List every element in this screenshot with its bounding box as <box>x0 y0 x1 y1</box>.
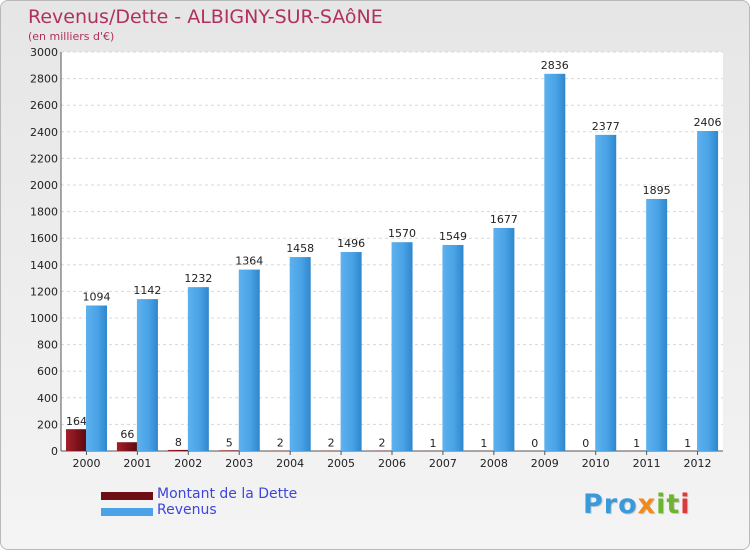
data-label-dette: 1 <box>684 437 691 450</box>
data-label-revenus: 1677 <box>490 213 518 226</box>
y-tick-label: 1600 <box>30 232 58 245</box>
x-tick-label: 2002 <box>174 457 202 470</box>
chart-subtitle: (en milliers d'€) <box>28 30 115 43</box>
bar-revenus <box>136 299 158 451</box>
bar-dette <box>167 449 189 451</box>
x-tick-label: 2004 <box>276 457 304 470</box>
bar-revenus <box>340 252 362 451</box>
data-label-revenus: 2377 <box>592 120 620 133</box>
y-tick-label: 2400 <box>30 126 58 139</box>
x-tick-label: 2010 <box>582 457 610 470</box>
bar-revenus <box>289 257 311 451</box>
legend-label-dette: Montant de la Dette <box>157 486 298 502</box>
y-tick-label: 1000 <box>30 312 58 325</box>
data-label-revenus: 1094 <box>83 290 111 303</box>
y-tick-label: 1800 <box>30 206 58 219</box>
bar-revenus <box>697 131 719 451</box>
y-tick-label: 2000 <box>30 179 58 192</box>
data-label-revenus: 1232 <box>184 272 212 285</box>
data-label-revenus: 1142 <box>133 284 161 297</box>
y-tick-label: 2600 <box>30 99 58 112</box>
bar-revenus <box>646 198 668 451</box>
bar-revenus <box>442 244 464 451</box>
bar-dette <box>116 442 138 451</box>
legend-label-revenus: Revenus <box>157 502 217 518</box>
data-label-revenus: 1364 <box>235 255 263 268</box>
x-tick-label: 2008 <box>480 457 508 470</box>
bar-dette <box>66 429 87 451</box>
data-label-dette: 0 <box>582 437 589 450</box>
data-label-dette: 1 <box>480 437 487 450</box>
legend-swatch-revenus <box>101 508 153 516</box>
y-tick-label: 800 <box>37 339 58 352</box>
data-label-revenus: 2836 <box>541 59 569 72</box>
x-tick-label: 2005 <box>327 457 355 470</box>
bar-revenus <box>493 227 515 451</box>
bar-revenus <box>391 242 413 451</box>
data-label-dette: 1 <box>633 437 640 450</box>
proxiti-logo: Proxiti <box>583 489 691 520</box>
data-label-revenus: 1496 <box>337 237 365 250</box>
y-tick-label: 0 <box>51 445 58 458</box>
x-tick-label: 2007 <box>429 457 457 470</box>
data-label-dette: 8 <box>175 436 182 449</box>
x-tick-label: 2000 <box>72 457 100 470</box>
data-label-dette: 1 <box>429 437 436 450</box>
bar-revenus <box>238 269 260 451</box>
data-label-dette: 66 <box>120 428 134 441</box>
y-tick-label: 2800 <box>30 73 58 86</box>
x-tick-label: 2006 <box>378 457 406 470</box>
data-label-dette: 2 <box>277 437 284 450</box>
data-label-dette: 5 <box>226 436 233 449</box>
data-label-dette: 164 <box>66 415 87 428</box>
bar-dette <box>218 450 240 451</box>
y-tick-label: 1200 <box>30 285 58 298</box>
x-tick-label: 2009 <box>531 457 559 470</box>
data-label-revenus: 1570 <box>388 227 416 240</box>
data-label-revenus: 1895 <box>643 184 671 197</box>
bar-revenus <box>595 134 617 451</box>
bar-revenus <box>187 287 209 451</box>
bar-revenus <box>86 305 107 451</box>
data-label-dette: 2 <box>379 437 386 450</box>
bar-revenus <box>544 73 566 451</box>
x-tick-label: 2012 <box>684 457 712 470</box>
y-tick-label: 600 <box>37 365 58 378</box>
x-tick-label: 2003 <box>225 457 253 470</box>
legend-swatch-dette <box>101 492 153 500</box>
y-tick-label: 2200 <box>30 152 58 165</box>
data-label-revenus: 1549 <box>439 230 467 243</box>
data-label-dette: 2 <box>328 437 335 450</box>
y-tick-label: 3000 <box>30 46 58 59</box>
x-tick-label: 2011 <box>633 457 661 470</box>
x-tick-label: 2001 <box>123 457 151 470</box>
y-tick-label: 200 <box>37 418 58 431</box>
data-label-revenus: 1458 <box>286 242 314 255</box>
data-label-revenus: 2406 <box>694 116 722 129</box>
chart-title: Revenus/Dette - ALBIGNY-SUR-SAôNE <box>28 6 383 28</box>
data-label-dette: 0 <box>531 437 538 450</box>
y-tick-label: 400 <box>37 392 58 405</box>
y-tick-label: 1400 <box>30 259 58 272</box>
